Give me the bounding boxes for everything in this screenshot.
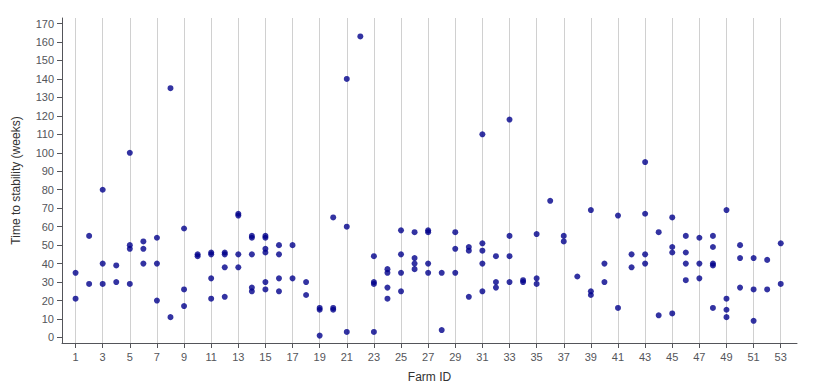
svg-text:23: 23	[368, 351, 380, 363]
svg-text:Time to stability (weeks): Time to stability (weeks)	[9, 116, 23, 244]
svg-text:31: 31	[476, 351, 488, 363]
svg-text:Farm ID: Farm ID	[408, 370, 452, 384]
svg-text:21: 21	[341, 351, 353, 363]
svg-text:13: 13	[232, 351, 244, 363]
svg-text:39: 39	[585, 351, 597, 363]
svg-text:3: 3	[100, 351, 106, 363]
svg-text:47: 47	[693, 351, 705, 363]
svg-text:43: 43	[639, 351, 651, 363]
svg-text:30: 30	[42, 276, 54, 288]
svg-text:7: 7	[154, 351, 160, 363]
svg-text:35: 35	[531, 351, 543, 363]
svg-text:140: 140	[36, 73, 54, 85]
svg-text:41: 41	[612, 351, 624, 363]
svg-text:11: 11	[205, 351, 216, 363]
svg-text:10: 10	[42, 313, 54, 325]
svg-text:17: 17	[286, 351, 298, 363]
svg-text:45: 45	[666, 351, 678, 363]
svg-text:70: 70	[42, 202, 54, 214]
svg-text:40: 40	[42, 258, 54, 270]
svg-text:29: 29	[449, 351, 461, 363]
svg-text:20: 20	[42, 295, 54, 307]
svg-text:33: 33	[503, 351, 515, 363]
svg-text:60: 60	[42, 221, 54, 233]
svg-text:150: 150	[36, 54, 54, 66]
svg-text:160: 160	[36, 36, 54, 48]
svg-text:49: 49	[720, 351, 732, 363]
svg-text:51: 51	[747, 351, 759, 363]
svg-text:53: 53	[775, 351, 787, 363]
svg-text:170: 170	[36, 18, 54, 30]
svg-text:25: 25	[395, 351, 407, 363]
svg-text:5: 5	[127, 351, 133, 363]
svg-text:9: 9	[181, 351, 187, 363]
svg-text:110: 110	[36, 128, 54, 140]
svg-text:80: 80	[42, 184, 54, 196]
svg-text:19: 19	[314, 351, 326, 363]
svg-text:130: 130	[36, 91, 54, 103]
svg-text:27: 27	[422, 351, 434, 363]
svg-text:50: 50	[42, 239, 54, 251]
svg-text:15: 15	[259, 351, 271, 363]
svg-text:0: 0	[48, 331, 54, 343]
svg-text:90: 90	[42, 165, 54, 177]
svg-text:1: 1	[72, 351, 78, 363]
svg-text:120: 120	[36, 110, 54, 122]
svg-text:100: 100	[36, 147, 54, 159]
svg-text:37: 37	[558, 351, 570, 363]
